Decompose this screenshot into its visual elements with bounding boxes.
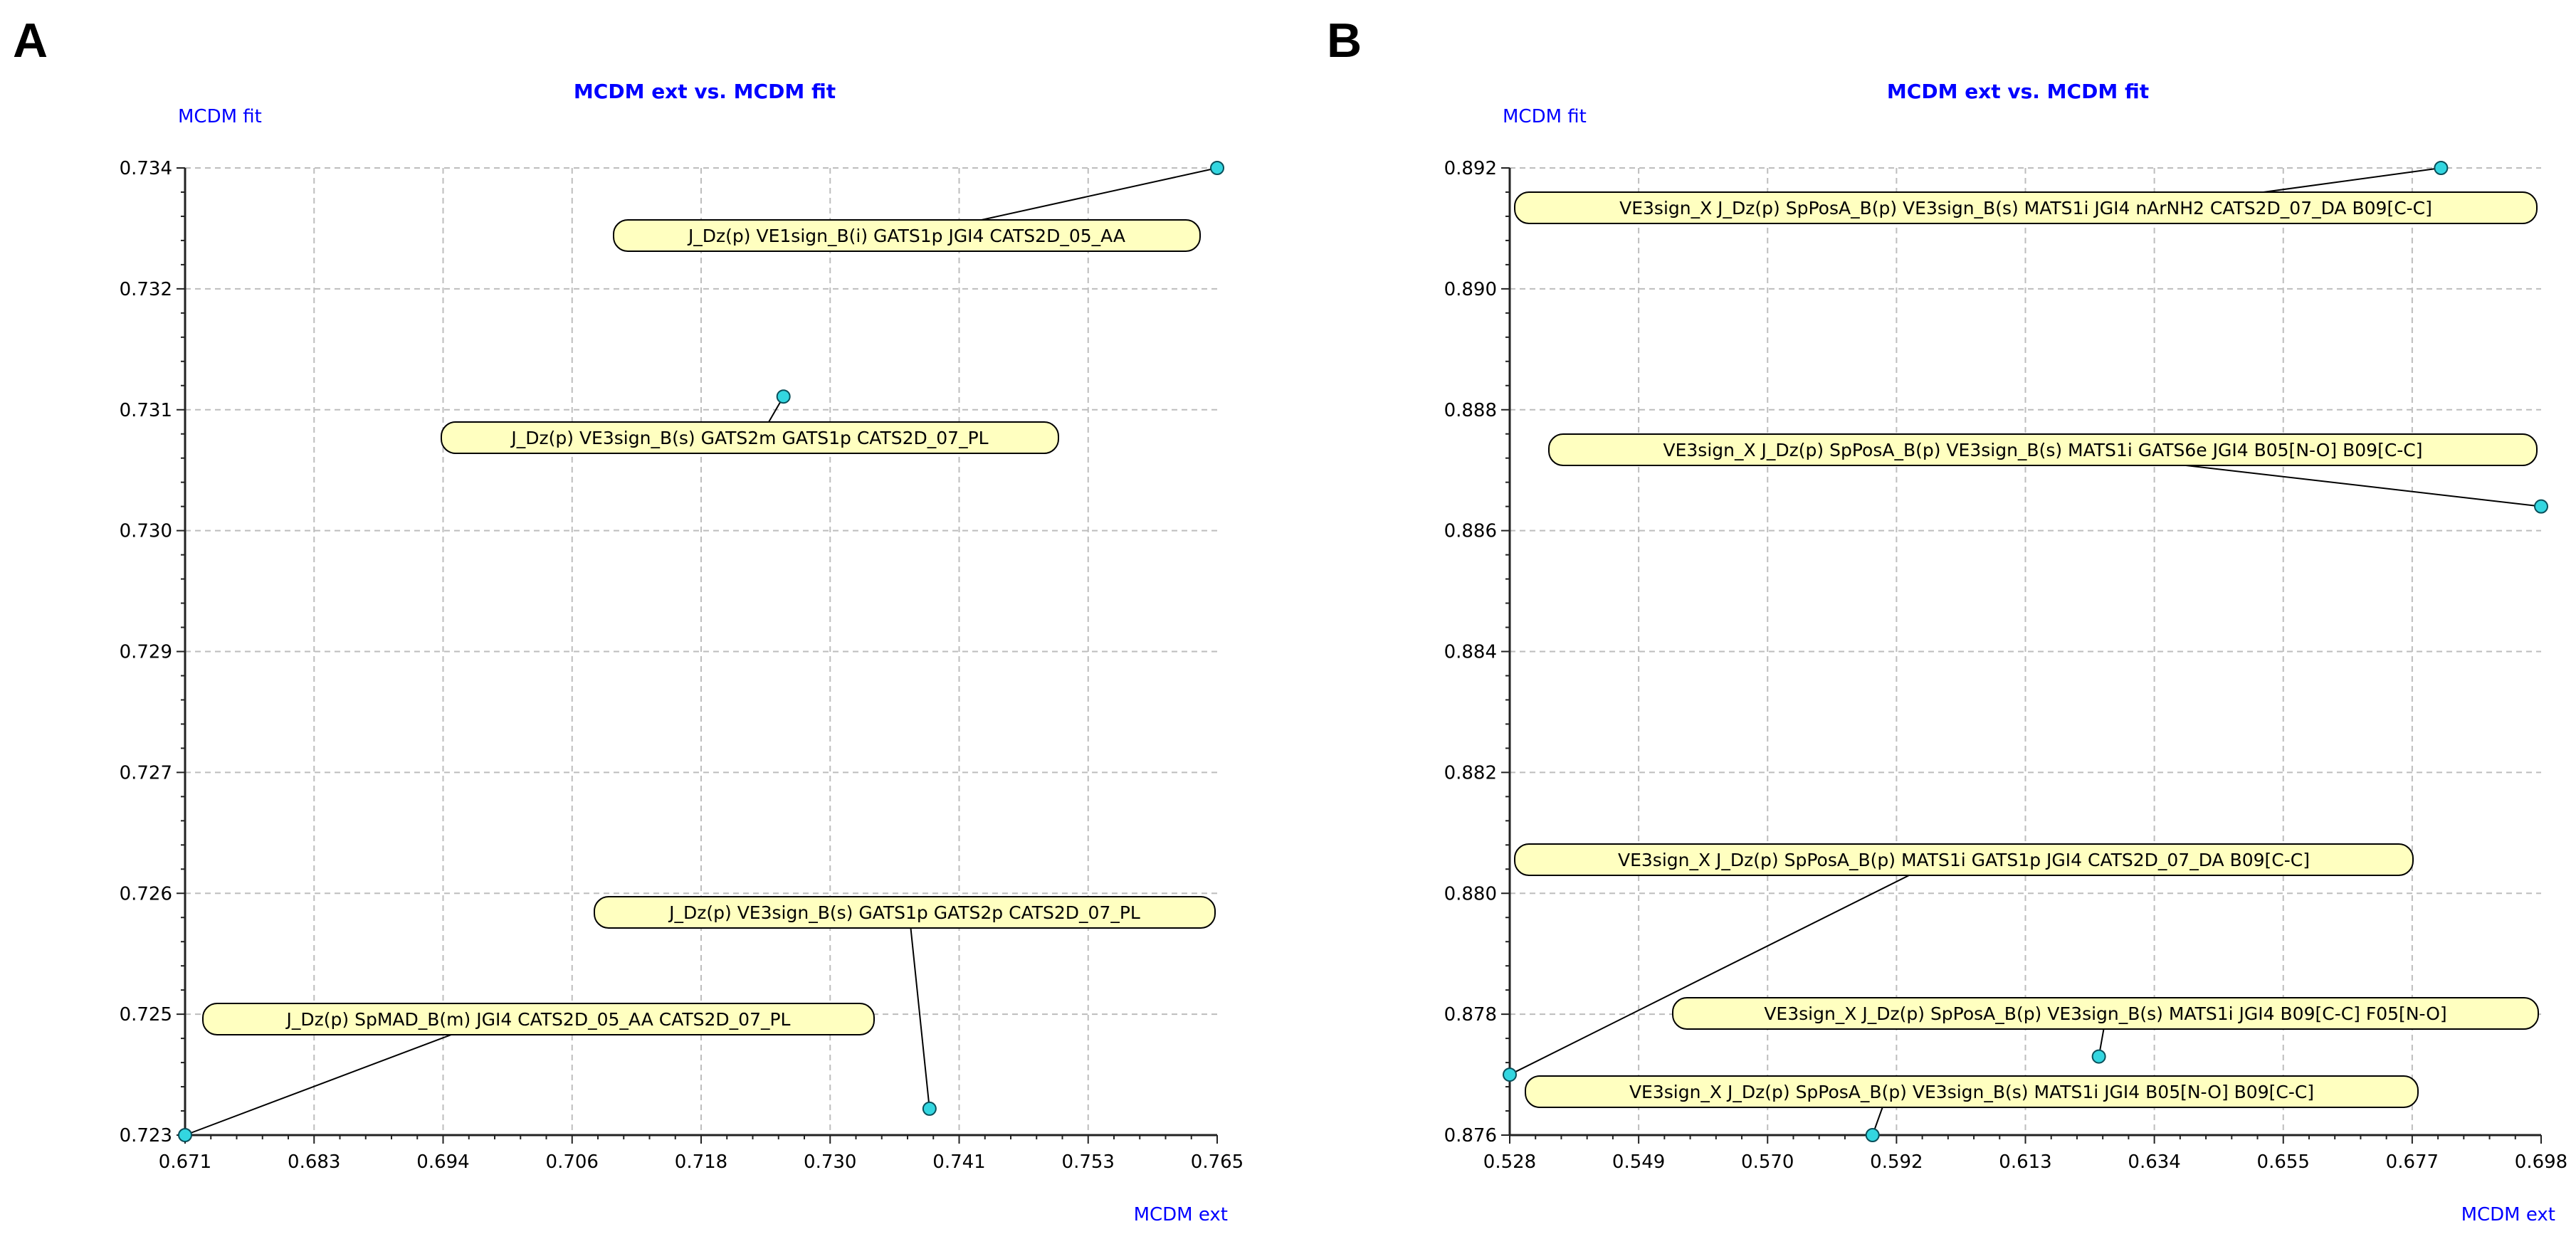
y-tick-label: 0.884 — [1444, 642, 1497, 663]
x-tick-label: 0.741 — [932, 1151, 985, 1173]
y-tick-label: 0.725 — [120, 1004, 172, 1026]
y-tick-label: 0.726 — [120, 883, 172, 905]
x-tick-label: 0.765 — [1191, 1151, 1244, 1173]
data-point — [1503, 1067, 1517, 1082]
y-tick-label: 0.878 — [1444, 1004, 1497, 1026]
y-tick-label: 0.734 — [120, 158, 172, 179]
point-label: J_Dz(p) VE1sign_B(i) GATS1p JGI4 CATS2D_… — [687, 226, 1125, 246]
y-tick-label: 0.731 — [120, 400, 172, 421]
x-tick-label: 0.592 — [1870, 1151, 1923, 1173]
leader-line — [1509, 865, 1930, 1075]
x-tick-label: 0.570 — [1741, 1151, 1794, 1173]
y-tick-label: 0.882 — [1444, 762, 1497, 784]
leader-line — [981, 167, 1218, 221]
x-tick-label: 0.718 — [675, 1151, 727, 1173]
x-tick-label: 0.706 — [546, 1151, 599, 1173]
data-point — [1210, 161, 1224, 175]
data-point — [2534, 499, 2548, 514]
point-label: VE3sign_X J_Dz(p) SpPosA_B(p) VE3sign_B(… — [1764, 1003, 2446, 1024]
x-tick-label: 0.655 — [2257, 1151, 2310, 1173]
data-point — [776, 389, 791, 404]
y-tick-label: 0.880 — [1444, 883, 1497, 905]
x-axis-label: MCDM ext — [1134, 1204, 1228, 1225]
leader-line — [184, 1024, 478, 1136]
point-label: J_Dz(p) SpMAD_B(m) JGI4 CATS2D_05_AA CAT… — [285, 1009, 791, 1030]
data-point — [922, 1101, 937, 1116]
point-label-box — [1525, 1075, 2419, 1108]
y-axis-label: MCDM fit — [178, 106, 262, 127]
x-tick-label: 0.549 — [1612, 1151, 1665, 1173]
x-tick-label: 0.634 — [2128, 1151, 2180, 1173]
point-label: VE3sign_X J_Dz(p) SpPosA_B(p) VE3sign_B(… — [1663, 440, 2422, 460]
point-label: J_Dz(p) VE3sign_B(s) GATS1p GATS2p CATS2… — [668, 902, 1140, 923]
chart-title: MCDM ext vs. MCDM fit — [1887, 80, 2149, 103]
y-axis-label: MCDM fit — [1503, 106, 1587, 127]
chart-title: MCDM ext vs. MCDM fit — [574, 80, 836, 103]
x-tick-label: 0.694 — [416, 1151, 469, 1173]
y-tick-label: 0.886 — [1444, 521, 1497, 542]
panel-letter: B — [1327, 14, 1362, 68]
x-tick-label: 0.753 — [1062, 1151, 1115, 1173]
point-label-box — [594, 896, 1216, 929]
x-tick-label: 0.730 — [804, 1151, 856, 1173]
point-label: VE3sign_X J_Dz(p) SpPosA_B(p) MATS1i GAT… — [1618, 850, 2310, 870]
point-label-box — [613, 219, 1201, 252]
chart-panel-b: B MCDM ext vs. MCDM fit MCDM fit MCDM ext 0.… — [1327, 14, 2567, 1225]
point-label: VE3sign_X J_Dz(p) SpPosA_B(p) VE3sign_B(… — [1629, 1082, 2314, 1102]
point-label-box — [1548, 433, 2538, 466]
x-tick-label: 0.613 — [1999, 1151, 2051, 1173]
point-label-box — [1514, 191, 2538, 224]
data-point — [2091, 1049, 2106, 1064]
x-tick-label: 0.698 — [2515, 1151, 2567, 1173]
point-label-box — [202, 1003, 875, 1035]
x-tick-label: 0.671 — [159, 1151, 211, 1173]
data-point — [1865, 1128, 1880, 1142]
point-label-box — [441, 421, 1059, 454]
y-tick-label: 0.723 — [120, 1125, 172, 1146]
data-point — [178, 1128, 192, 1142]
y-tick-label: 0.890 — [1444, 279, 1497, 300]
y-tick-label: 0.729 — [120, 642, 172, 663]
x-tick-label: 0.677 — [2386, 1151, 2439, 1173]
x-tick-label: 0.528 — [1483, 1151, 1536, 1173]
x-axis-label: MCDM ext — [2461, 1204, 2555, 1225]
y-tick-label: 0.732 — [120, 279, 172, 300]
leader-line — [909, 917, 930, 1109]
panel-letter: A — [13, 14, 48, 68]
y-tick-label: 0.888 — [1444, 400, 1497, 421]
x-tick-label: 0.683 — [288, 1151, 340, 1173]
y-tick-label: 0.727 — [120, 762, 172, 784]
y-tick-label: 0.730 — [120, 521, 172, 542]
point-label-box — [1514, 843, 2414, 876]
y-tick-label: 0.876 — [1444, 1125, 1497, 1146]
point-label: VE3sign_X J_Dz(p) SpPosA_B(p) VE3sign_B(… — [1619, 198, 2432, 218]
y-tick-label: 0.892 — [1444, 158, 1497, 179]
data-point — [2434, 161, 2449, 175]
chart-panel-a: A MCDM ext vs. MCDM fit MCDM fit MCDM ext 0.… — [13, 14, 1244, 1225]
point-label-box — [1672, 997, 2539, 1030]
point-label: J_Dz(p) VE3sign_B(s) GATS2m GATS1p CATS2… — [510, 428, 988, 448]
